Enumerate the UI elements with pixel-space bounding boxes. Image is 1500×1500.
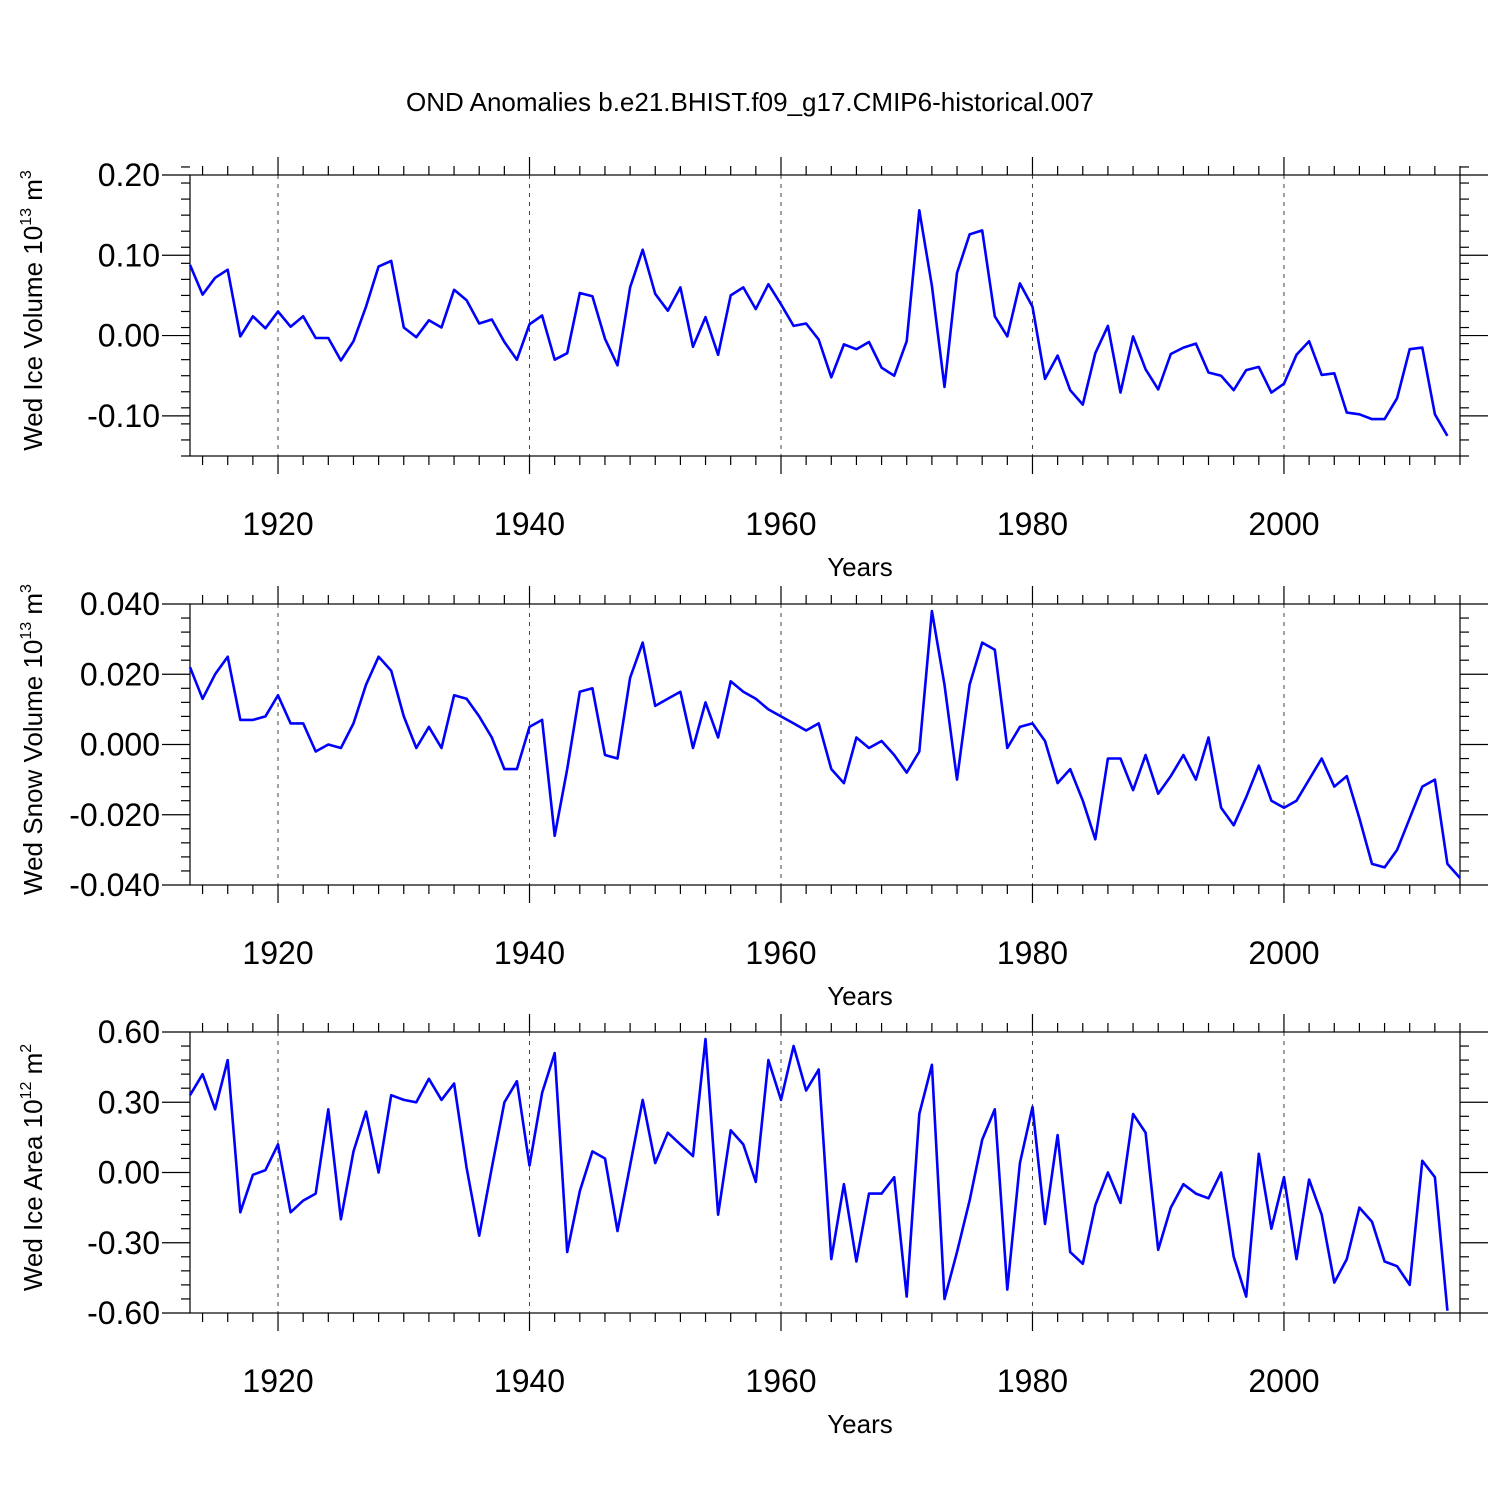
plot-frame [189, 174, 1461, 457]
y-tick-label: 0.00 [98, 318, 160, 354]
x-tick-label: 1920 [242, 506, 313, 542]
y-axis-label: Wed Ice Volume 1013 m3 [18, 170, 48, 451]
x-tick-label: 1920 [242, 935, 313, 971]
y-tick-label: 0.040 [80, 586, 160, 622]
y-axis-label-text: Wed Snow Volume 10 [18, 640, 48, 895]
x-tick-label: 1960 [745, 935, 816, 971]
y-axis-label-text: Wed Ice Area 10 [18, 1099, 48, 1291]
series-line-ice-area [188, 1037, 1449, 1311]
y-axis-label-text: m [18, 179, 48, 208]
y-tick-label: 0.10 [98, 237, 160, 273]
x-tick-label: 1980 [997, 506, 1068, 542]
y-axis-label: Wed Snow Volume 1013 m3 [18, 584, 48, 895]
x-tick-label: 2000 [1248, 935, 1319, 971]
panel-ice-area: 1920 1940 1960 1980 2000 0.60 0.30 0.00 -0.30 -0.… [18, 1014, 1488, 1439]
y-tick-label: -0.60 [87, 1295, 160, 1331]
y-tick-label: -0.30 [87, 1225, 160, 1261]
y-axis-label-superscript: 3 [18, 170, 35, 179]
panel-ice-volume: 1920 1940 1960 1980 2000 0.20 0.10 0.00 -0.10 Yea… [18, 157, 1488, 582]
x-tick-label: 1980 [997, 935, 1068, 971]
x-tick-label: 2000 [1248, 1363, 1319, 1399]
y-tick-label: 0.020 [80, 656, 160, 692]
y-tick-label: -0.020 [69, 797, 160, 833]
series-line-ice-volume [188, 209, 1449, 437]
x-tick-label: 1940 [494, 1363, 565, 1399]
x-tick-label: 1920 [242, 1363, 313, 1399]
y-axis-label-text: m [18, 1053, 48, 1082]
y-tick-label: 0.30 [98, 1084, 160, 1120]
x-tick-label: 1940 [494, 506, 565, 542]
y-tick-label: 0.000 [80, 727, 160, 763]
y-axis-label-superscript: 13 [18, 208, 35, 226]
y-tick-label: 0.60 [98, 1014, 160, 1050]
y-axis-label-superscript: 13 [18, 622, 35, 640]
x-axis-label: Years [827, 552, 893, 582]
y-tick-label: 0.00 [98, 1155, 160, 1191]
series-line-snow-volume [188, 609, 1461, 879]
y-axis-label-text: Wed Ice Volume 10 [18, 226, 48, 451]
y-tick-label: -0.040 [69, 867, 160, 903]
x-tick-label: 1960 [745, 1363, 816, 1399]
x-tick-label: 2000 [1248, 506, 1319, 542]
y-tick-label: 0.20 [98, 157, 160, 193]
y-axis-label-text: m [18, 593, 48, 622]
y-tick-label: -0.10 [87, 398, 160, 434]
chart-title: OND Anomalies b.e21.BHIST.f09_g17.CMIP6-… [406, 87, 1094, 117]
x-axis-label: Years [827, 981, 893, 1011]
y-axis-label-superscript: 2 [18, 1044, 35, 1053]
x-tick-label: 1940 [494, 935, 565, 971]
x-axis-label: Years [827, 1409, 893, 1439]
panel-snow-volume: 1920 1940 1960 1980 2000 0.040 0.020 0.000 -0.02… [18, 584, 1488, 1011]
x-tick-label: 1980 [997, 1363, 1068, 1399]
x-tick-label: 1960 [745, 506, 816, 542]
y-axis-label: Wed Ice Area 1012 m2 [18, 1044, 48, 1291]
y-axis-label-superscript: 12 [18, 1082, 35, 1100]
y-axis-label-superscript: 3 [18, 584, 35, 593]
